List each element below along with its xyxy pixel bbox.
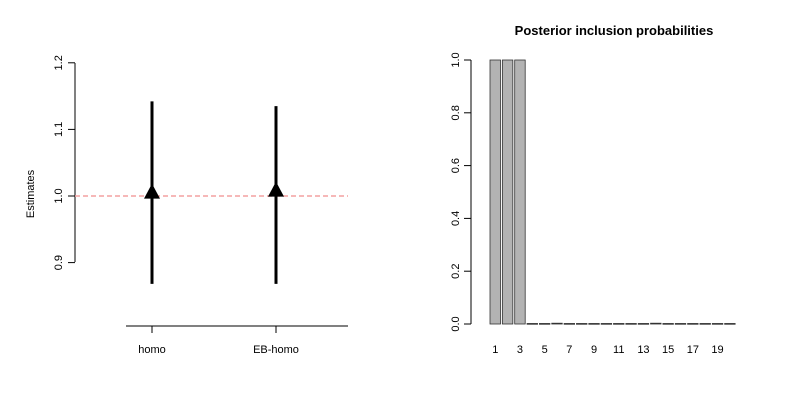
x-tick-label: 1 [492, 344, 498, 356]
bar [576, 323, 588, 325]
y-tick-label: 1.0 [450, 52, 462, 67]
x-tick-label: 5 [542, 344, 548, 356]
x-tick-label: homo [138, 344, 166, 356]
bar [563, 323, 575, 325]
bar [687, 323, 699, 325]
x-tick-label: 13 [637, 344, 649, 356]
bar [600, 323, 613, 325]
bar [662, 323, 674, 325]
estimate-marker [144, 183, 160, 199]
bar [711, 323, 724, 325]
bar [514, 59, 526, 325]
y-axis-label: Estimates [25, 169, 37, 218]
bar [625, 323, 637, 325]
x-tick-label: 11 [613, 344, 624, 356]
bar [650, 322, 662, 325]
bar [699, 323, 711, 325]
y-tick-label: 0.2 [450, 264, 462, 279]
bar [539, 323, 551, 325]
bar [526, 323, 538, 325]
y-tick-label: 0.8 [450, 105, 462, 120]
inclusion-probabilities-panel: Posterior inclusion probabilities 0.0 0.2… [450, 23, 736, 356]
y-tick-label: 0.6 [450, 158, 462, 173]
x-tick-label: 7 [566, 344, 572, 356]
y-tick-label: 0.0 [450, 316, 462, 331]
chart-title: Posterior inclusion probabilities [515, 23, 714, 38]
bar [637, 323, 650, 325]
x-tick-label: 15 [662, 344, 674, 356]
bar [674, 323, 687, 325]
x-tick-label: 17 [687, 344, 699, 356]
bar [551, 322, 563, 325]
y-tick-label: 1.2 [53, 55, 65, 70]
x-tick-label: 3 [517, 344, 523, 356]
y-tick-label: 1.1 [53, 122, 65, 137]
y-tick-label: 1.0 [53, 188, 65, 203]
y-tick-label: 0.9 [53, 255, 65, 270]
bar [724, 323, 736, 325]
bar [588, 323, 600, 325]
estimate-marker [268, 181, 284, 197]
bar [501, 59, 514, 325]
y-tick-label: 0.4 [450, 211, 462, 226]
bar [489, 59, 501, 325]
x-tick-label: EB-homo [253, 344, 299, 356]
x-tick-label: 19 [711, 344, 723, 356]
bar [613, 323, 625, 325]
x-tick-label: 9 [591, 344, 597, 356]
estimates-panel: Estimates 0.9 1.0 1.1 1.2 homo EB-homo [25, 55, 348, 356]
